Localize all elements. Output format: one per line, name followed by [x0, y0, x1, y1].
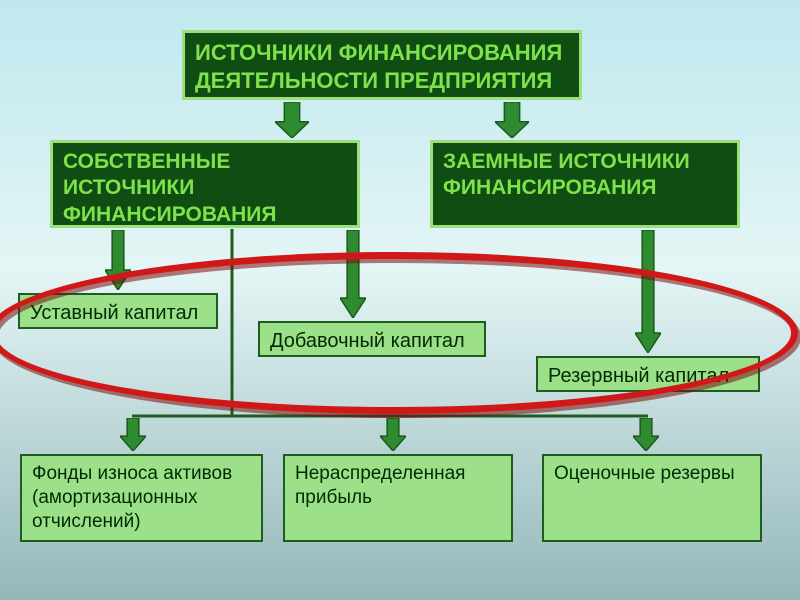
- box-ocen: Оценочные резервы: [542, 454, 762, 542]
- box-root: ИСТОЧНИКИ ФИНАНСИРОВАНИЯ ДЕЯТЕЛЬНОСТИ ПР…: [182, 30, 582, 100]
- arrow-down-icon: [380, 418, 406, 451]
- box-neraspr: Нераспределенная прибыль: [283, 454, 513, 542]
- arrow-down-icon: [275, 102, 309, 138]
- diagram-canvas: ИСТОЧНИКИ ФИНАНСИРОВАНИЯ ДЕЯТЕЛЬНОСТИ ПР…: [0, 0, 800, 600]
- arrow-down-icon: [633, 418, 659, 451]
- box-borrowed: ЗАЕМНЫЕ ИСТОЧНИКИ ФИНАНСИРОВАНИЯ: [430, 140, 740, 228]
- arrow-down-icon: [120, 418, 146, 451]
- highlight-ellipse: [0, 252, 798, 414]
- box-fondy: Фонды износа активов (амортизационных от…: [20, 454, 263, 542]
- arrow-down-icon: [495, 102, 529, 138]
- box-own: СОБСТВЕННЫЕ ИСТОЧНИКИ ФИНАНСИРОВАНИЯ: [50, 140, 360, 228]
